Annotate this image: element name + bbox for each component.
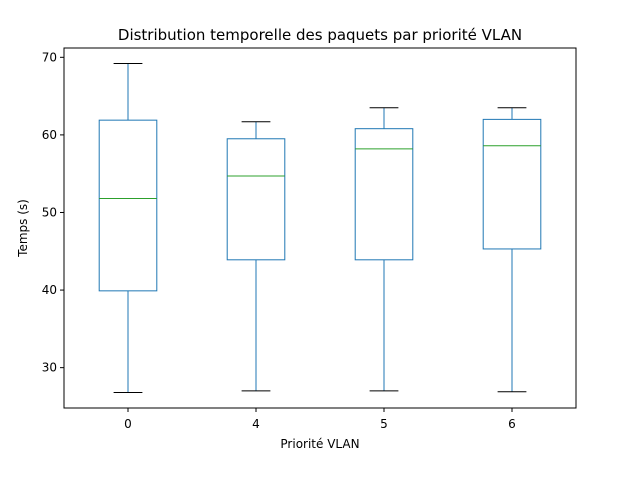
plot-frame [63, 47, 577, 409]
iqr-box [226, 138, 286, 261]
box-group-5 [354, 107, 414, 392]
y-tick-label: 70 [42, 50, 57, 64]
y-tick-label: 50 [42, 205, 57, 219]
chart-title: Distribution temporelle des paquets par … [118, 26, 522, 44]
x-axis-label: Priorité VLAN [280, 437, 359, 451]
plot-marks [98, 63, 542, 393]
x-tick-label: 6 [508, 417, 516, 431]
iqr-box [354, 128, 414, 261]
x-tick-label: 5 [380, 417, 388, 431]
y-axis-label: Temps (s) [16, 199, 30, 258]
y-axis: 30 40 50 60 70 [42, 50, 64, 375]
x-tick-label: 0 [124, 417, 132, 431]
x-tick-label: 4 [252, 417, 260, 431]
box-group-6 [482, 107, 542, 393]
y-tick-label: 40 [42, 283, 57, 297]
y-tick-label: 60 [42, 128, 57, 142]
x-axis: 0 4 5 6 [124, 408, 516, 431]
box-group-0 [98, 63, 158, 393]
iqr-box [482, 118, 542, 250]
box-group-4 [226, 121, 286, 392]
iqr-box [98, 119, 158, 292]
y-tick-label: 30 [42, 361, 57, 375]
